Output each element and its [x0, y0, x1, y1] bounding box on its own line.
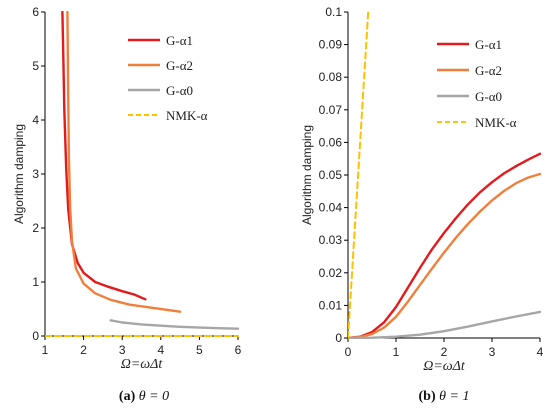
y-axis-label: Algorithm damping [12, 124, 26, 224]
series-line-G-α2 [66, 11, 182, 313]
panel-caption: (a) θ = 0 [119, 389, 169, 404]
y-axis-label: Algorithm damping [300, 125, 314, 225]
series-line-G-α0 [109, 319, 240, 330]
y-tick-label: 6 [32, 5, 39, 19]
x-axis-label: Ω=ωΔt [121, 357, 164, 372]
legend-label: G-α1 [166, 33, 193, 48]
caption-tag: (a) [119, 389, 139, 404]
panel-caption: (b) θ = 1 [419, 389, 470, 404]
x-tick-label: 3 [119, 343, 126, 357]
y-tick-label: 4 [32, 113, 39, 127]
y-tick-label: 0.06 [319, 135, 343, 149]
y-tick-label: 3 [32, 167, 39, 181]
series-line-G-α1 [61, 11, 147, 301]
legend-label: NMK-α [475, 115, 517, 130]
x-tick-label: 1 [42, 343, 49, 357]
x-tick-label: 1 [393, 345, 400, 359]
x-axis-label: Ω=ωΔt [423, 359, 466, 374]
y-tick-label: 0 [32, 329, 39, 343]
x-tick-label: 4 [157, 343, 164, 357]
x-tick-label: 3 [489, 345, 496, 359]
x-tick-label: 6 [235, 343, 242, 357]
legend-label: G-α0 [166, 83, 193, 98]
series-line-G-α2 [348, 172, 542, 339]
x-tick-label: 2 [441, 345, 448, 359]
series-line-G-α1 [348, 152, 542, 339]
y-tick-label: 0.02 [319, 266, 343, 280]
caption-tag: (b) [419, 389, 440, 404]
y-tick-label: 5 [32, 59, 39, 73]
y-tick-label: 1 [32, 275, 39, 289]
y-tick-label: 0 [335, 331, 342, 345]
legend-label: NMK-α [166, 108, 208, 123]
x-tick-label: 5 [196, 343, 203, 357]
legend-label: G-α1 [475, 37, 502, 52]
y-tick-label: 0.09 [319, 38, 343, 52]
y-tick-label: 0.07 [319, 103, 343, 117]
y-tick-label: 0.05 [319, 168, 343, 182]
y-tick-label: 2 [32, 221, 39, 235]
y-tick-label: 0.01 [319, 298, 343, 312]
caption-text: θ = 0 [139, 389, 169, 404]
chart-panel-b: 0 1 2 3 4 0 0.01 0.02 0.03 0.04 0.05 0.06 0.07 0.08 0.… [300, 5, 544, 404]
series-line-G-α0 [348, 310, 542, 339]
y-tick-label: 0.1 [325, 5, 342, 19]
caption-text: θ = 1 [439, 389, 469, 404]
series-line-NMK-α [348, 11, 370, 339]
legend-label: G-α2 [166, 58, 193, 73]
legend-label: G-α0 [475, 89, 502, 104]
x-tick-label: 4 [537, 345, 544, 359]
y-tick-label: 0.08 [319, 70, 343, 84]
x-tick-label: 2 [80, 343, 87, 357]
x-tick-label: 0 [345, 345, 352, 359]
y-tick-label: 0.04 [319, 201, 343, 215]
y-tick-label: 0.03 [319, 233, 343, 247]
legend-label: G-α2 [475, 63, 502, 78]
